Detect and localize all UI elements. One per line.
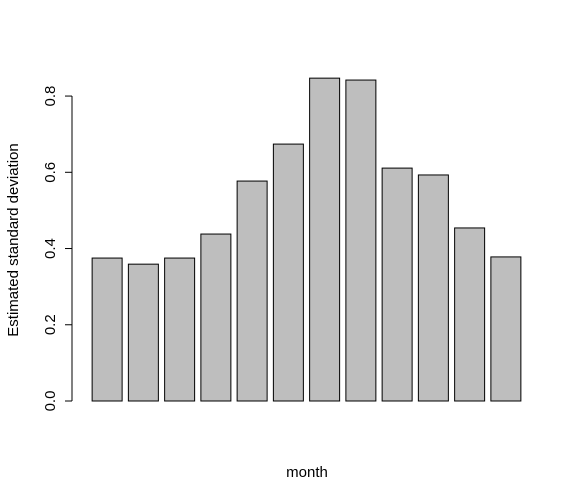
bar <box>91 257 123 402</box>
bar <box>381 167 413 402</box>
bar <box>200 233 232 402</box>
bar <box>127 263 159 402</box>
y-tick-label: 0.8 <box>42 86 59 107</box>
y-tick-label: 0.2 <box>42 314 59 335</box>
bar <box>272 143 304 402</box>
bar <box>164 257 196 402</box>
y-tick-label: 0.4 <box>42 238 59 259</box>
bar <box>236 180 268 402</box>
y-axis-label: Estimated standard deviation <box>5 143 22 336</box>
x-axis-label: month <box>286 464 328 481</box>
bar <box>417 174 449 402</box>
bar <box>345 79 377 402</box>
y-tick-label: 0.0 <box>42 391 59 412</box>
y-tick-label: 0.6 <box>42 162 59 183</box>
bar <box>454 227 486 402</box>
bar <box>309 77 341 402</box>
bar <box>490 256 522 402</box>
